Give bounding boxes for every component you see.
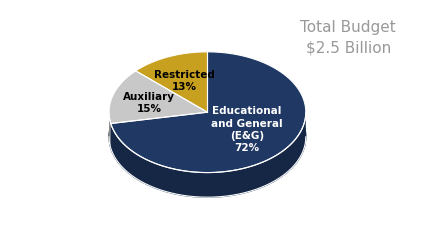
- Ellipse shape: [109, 77, 306, 197]
- Polygon shape: [109, 113, 111, 149]
- Text: Auxiliary
15%: Auxiliary 15%: [123, 91, 175, 113]
- Text: Educational
and General
(E&G)
72%: Educational and General (E&G) 72%: [211, 106, 282, 153]
- Polygon shape: [111, 53, 306, 173]
- Text: Restricted
13%: Restricted 13%: [153, 70, 214, 92]
- Polygon shape: [135, 53, 207, 113]
- Text: Total Budget
$2.5 Billion: Total Budget $2.5 Billion: [300, 20, 396, 55]
- Polygon shape: [109, 72, 207, 124]
- Polygon shape: [111, 114, 306, 197]
